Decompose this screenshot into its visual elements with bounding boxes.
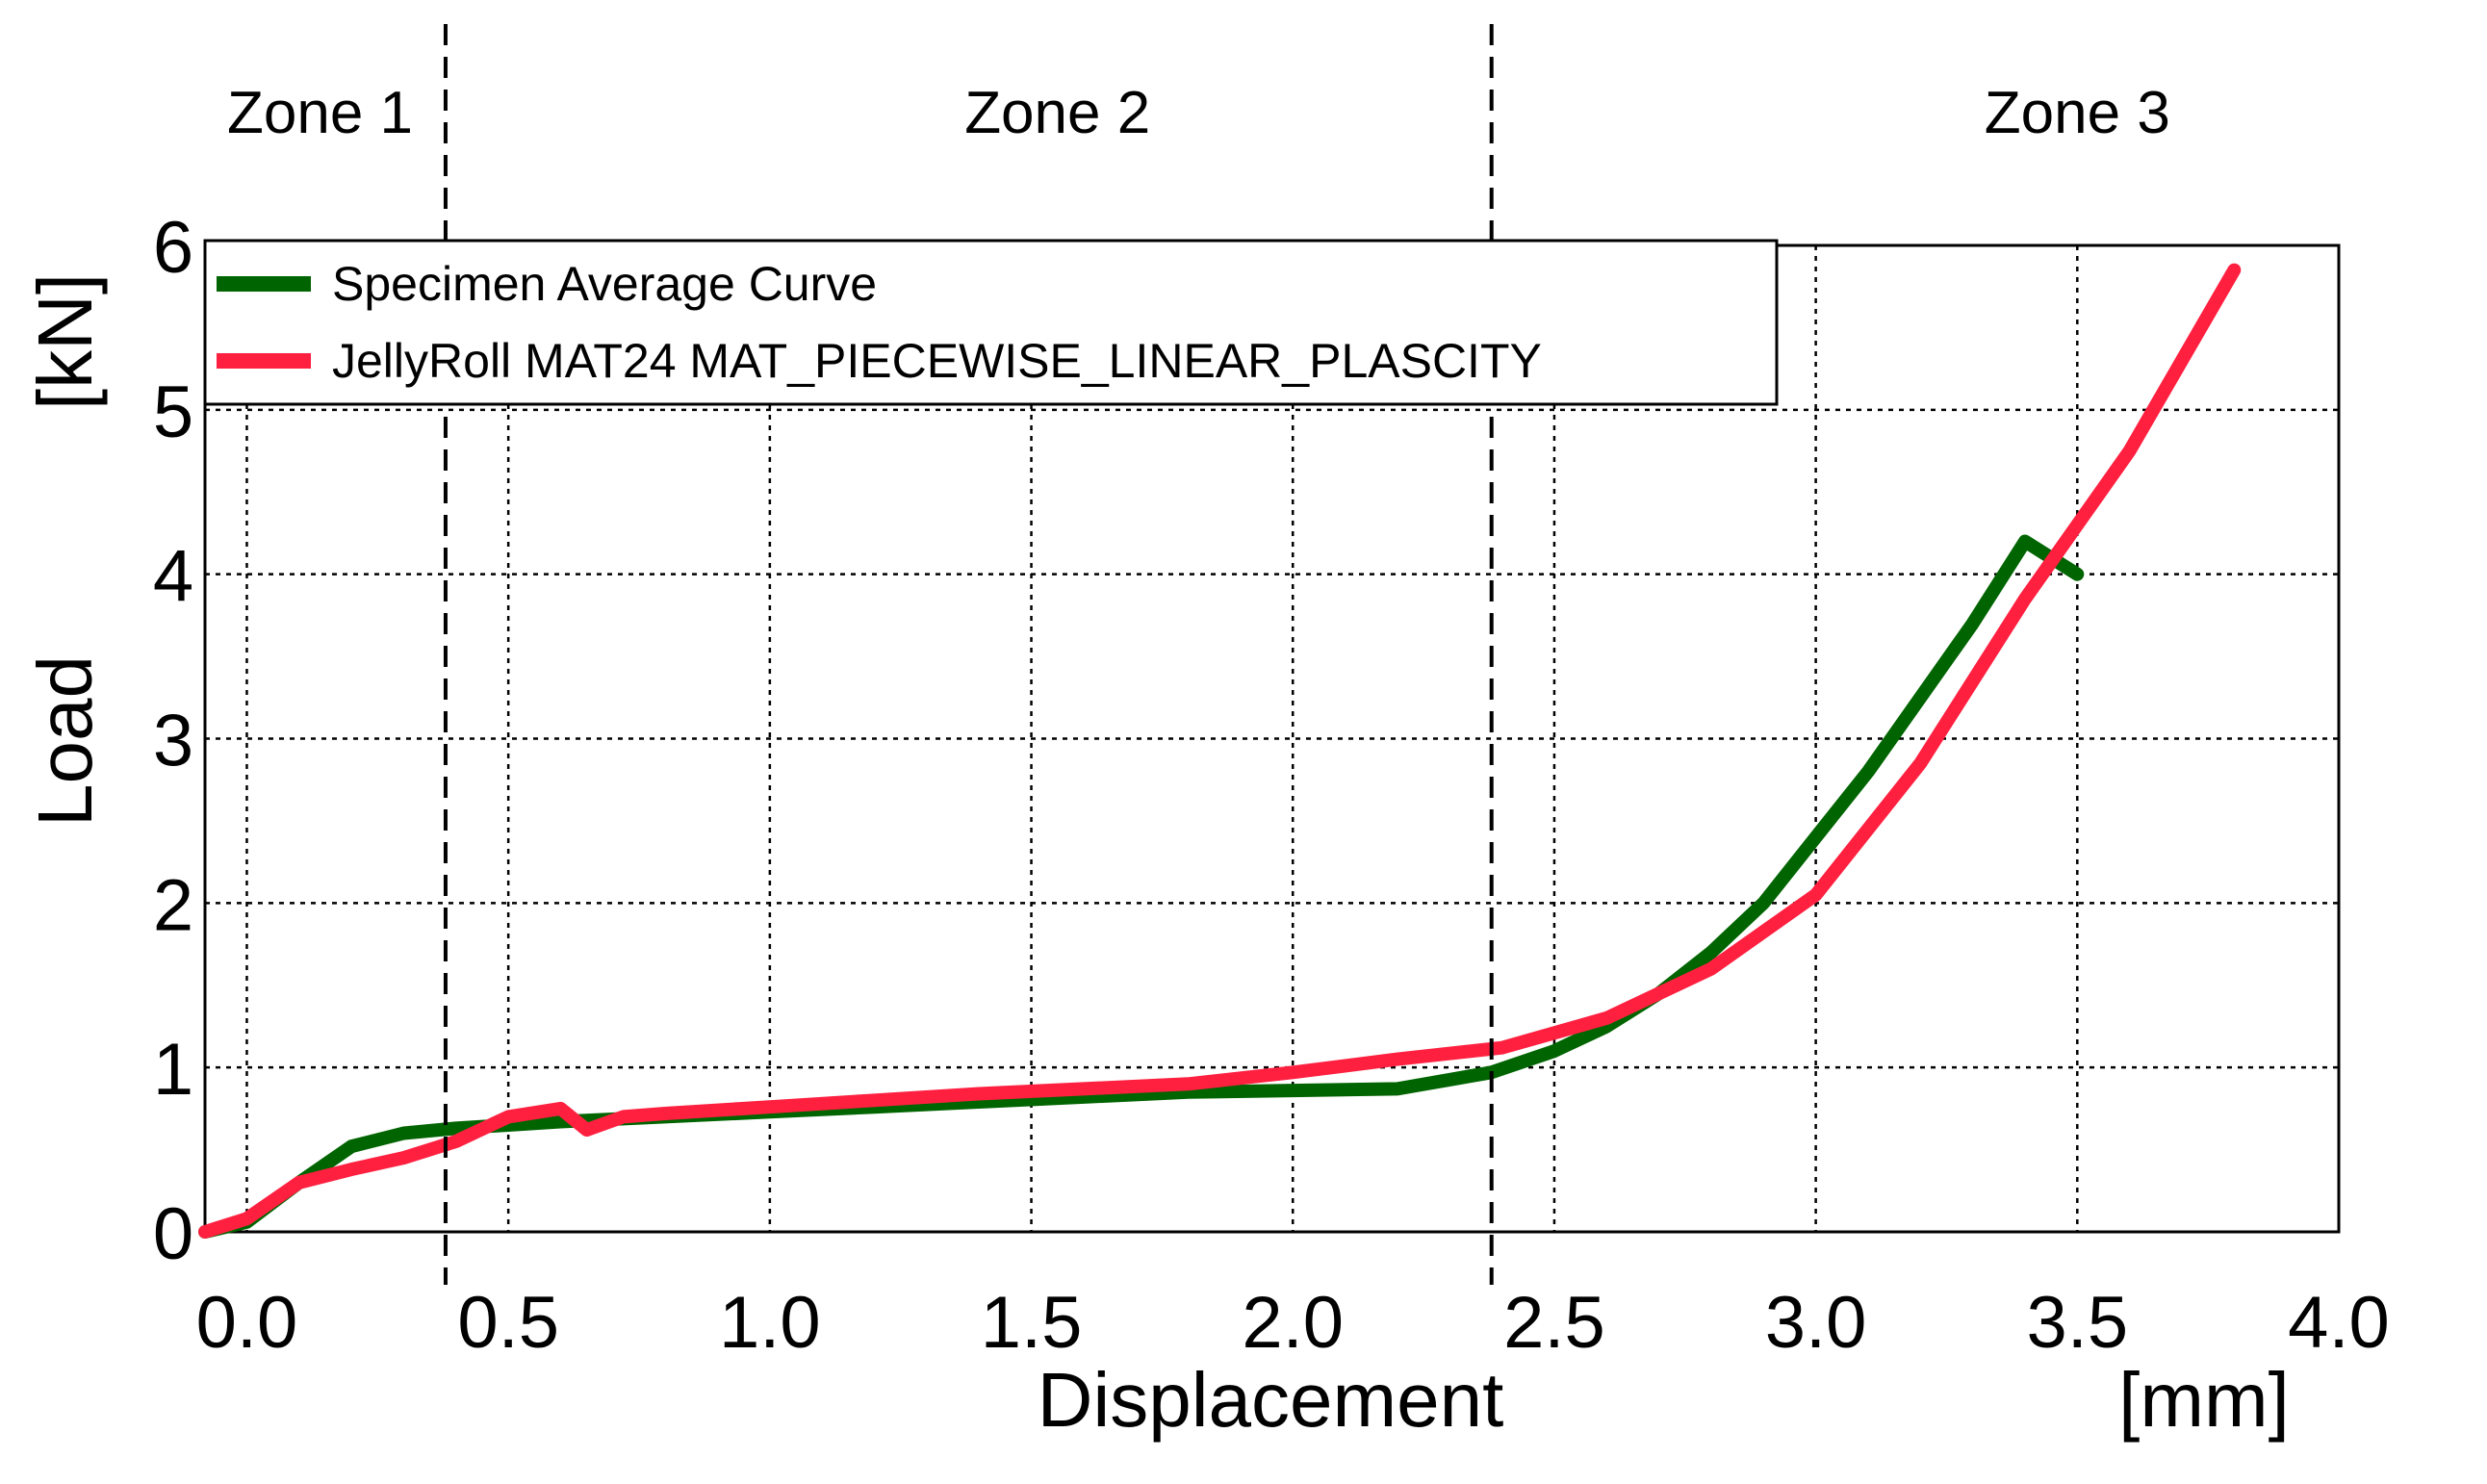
x-tick-label: 2.0 xyxy=(1242,1282,1344,1364)
legend-label: Specimen Average Curve xyxy=(332,257,877,311)
x-tick-label: 0.5 xyxy=(457,1282,559,1364)
x-tick-label: 1.0 xyxy=(719,1282,821,1364)
x-tick-label: 4.0 xyxy=(2288,1282,2390,1364)
y-tick-label: 1 xyxy=(153,1029,193,1111)
y-tick-label: 5 xyxy=(153,371,193,453)
y-tick-label: 2 xyxy=(153,864,193,946)
x-axis-unit: [mm] xyxy=(2118,1357,2290,1443)
y-tick-label: 3 xyxy=(153,701,193,782)
x-tick-label: 3.0 xyxy=(1765,1282,1867,1364)
y-axis-title: Load xyxy=(22,655,108,827)
y-tick-label: 4 xyxy=(153,536,193,618)
zone-label: Zone 1 xyxy=(227,80,413,146)
plot-area xyxy=(205,245,2339,1232)
y-tick-label: 0 xyxy=(153,1193,193,1275)
legend-label: JellyRoll MAT24 MAT_PIECEWISE_LINEAR_PLA… xyxy=(332,334,1542,388)
y-axis-unit: [kN] xyxy=(22,273,108,410)
legend-box xyxy=(203,239,1779,406)
zone-label: Zone 3 xyxy=(1985,80,2170,146)
x-tick-label: 3.5 xyxy=(2026,1282,2128,1364)
x-tick-label: 1.5 xyxy=(981,1282,1083,1364)
x-axis-title: Displacement xyxy=(1038,1357,1504,1443)
x-tick-label: 0.0 xyxy=(196,1282,298,1364)
series-line-specimen xyxy=(198,534,2085,1239)
y-tick-label: 6 xyxy=(153,207,193,289)
x-tick-label: 2.5 xyxy=(1503,1282,1605,1364)
series-line-jellyroll xyxy=(198,263,2242,1239)
zone-label: Zone 2 xyxy=(964,80,1150,146)
